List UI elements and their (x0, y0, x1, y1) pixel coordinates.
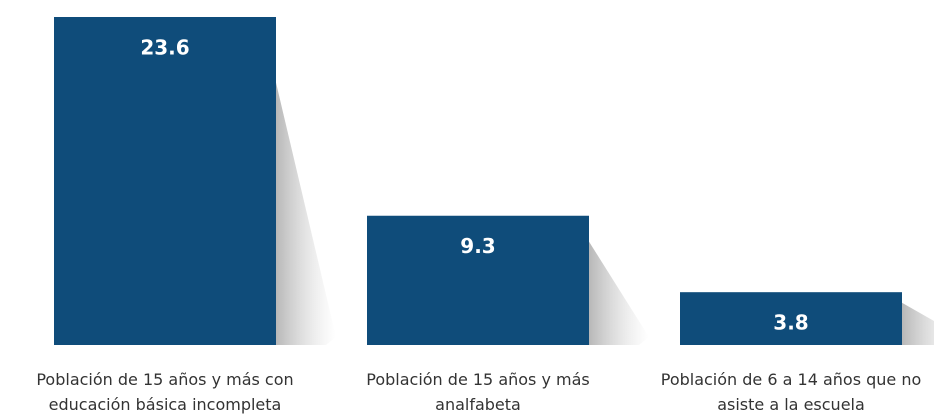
value-label: 23.6 (140, 36, 189, 60)
bar (367, 215, 589, 345)
category-label: Población de 15 años y más con educación… (36, 370, 294, 414)
bar (54, 17, 276, 345)
category-label: Población de 15 años y más analfabeta (366, 370, 590, 414)
category-label: Población de 6 a 14 años que no asiste a… (660, 370, 922, 414)
bar-shadow (589, 241, 649, 345)
value-label: 3.8 (773, 311, 808, 335)
bar (680, 292, 902, 345)
value-label: 9.3 (460, 234, 495, 258)
bar-shadow (902, 302, 934, 345)
bar-shadow (276, 82, 336, 345)
